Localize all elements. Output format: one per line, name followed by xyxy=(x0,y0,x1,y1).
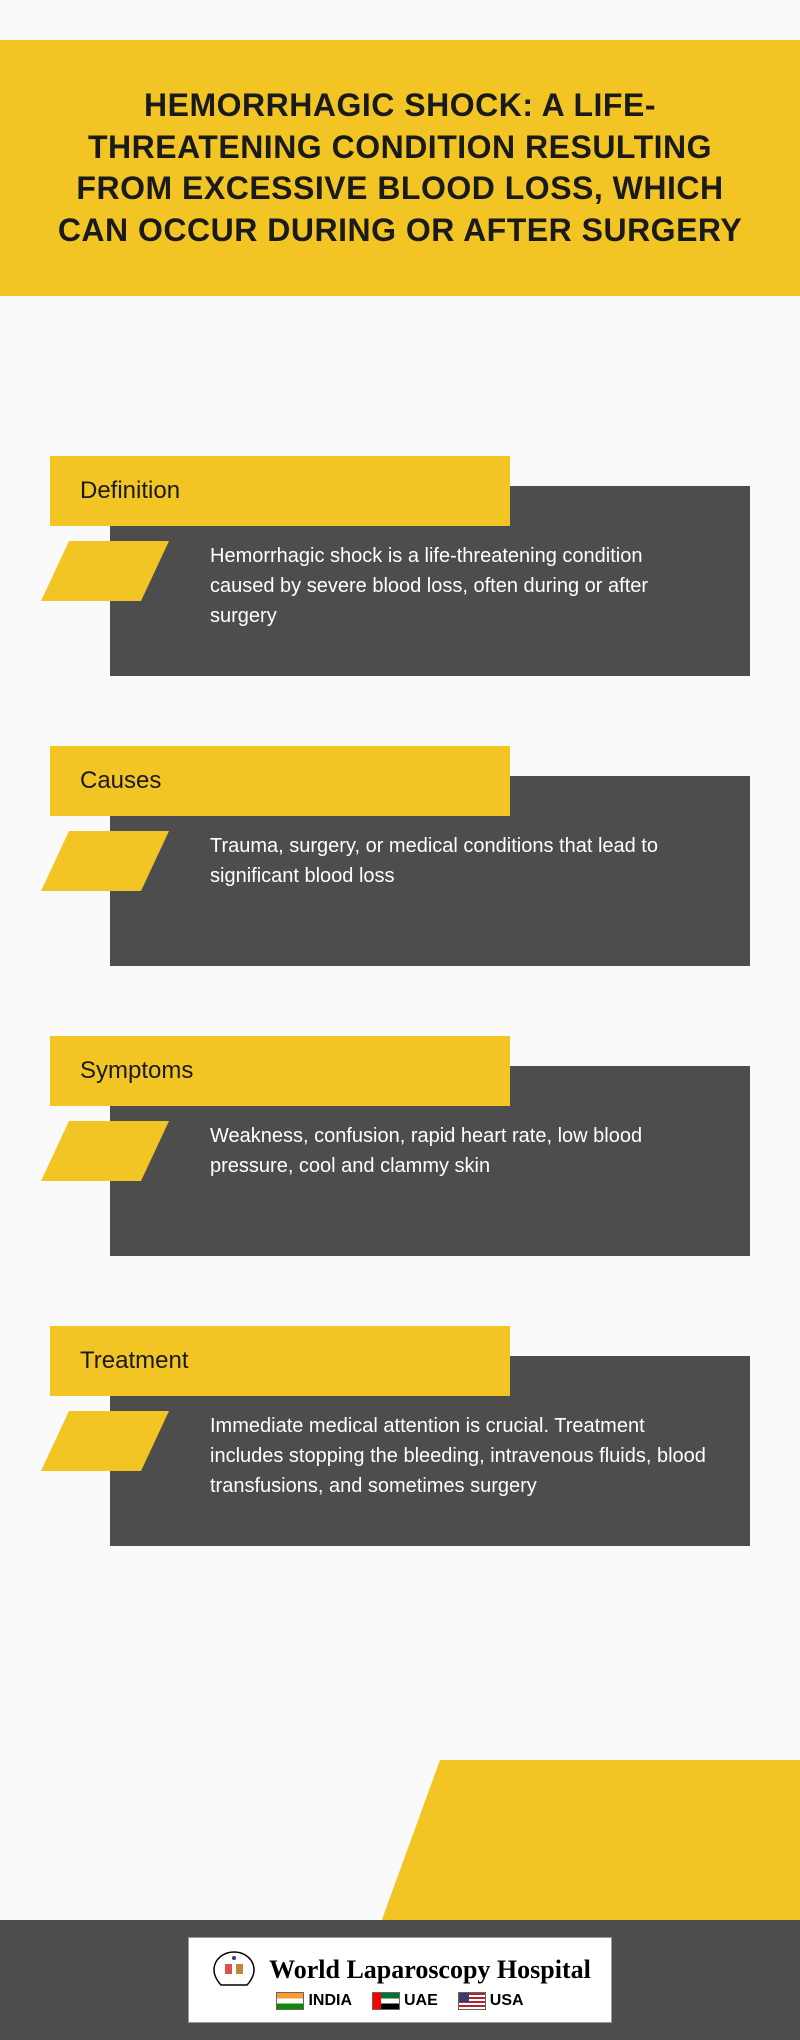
flag-uae-icon xyxy=(372,1992,400,2010)
section-treatment: Treatment Immediate medical attention is… xyxy=(50,1326,750,1546)
section-label-text: Definition xyxy=(80,477,180,505)
country-label: USA xyxy=(490,1992,524,2009)
section-label-text: Causes xyxy=(80,767,161,795)
footer-top-row: World Laparoscopy Hospital xyxy=(209,1950,591,1990)
section-symptoms: Symptoms Weakness, confusion, rapid hear… xyxy=(50,1036,750,1256)
header-band: HEMORRHAGIC SHOCK: A LIFE-THREATENING CO… xyxy=(0,40,800,296)
flag-usa-icon xyxy=(458,1992,486,2010)
section-body-text: Immediate medical attention is crucial. … xyxy=(210,1411,710,1501)
flag-india-icon xyxy=(276,1992,304,2010)
country-india: INDIA xyxy=(276,1992,352,2010)
section-label: Symptoms xyxy=(50,1036,510,1106)
section-body-text: Trauma, surgery, or medical conditions t… xyxy=(210,831,710,891)
section-body-text: Hemorrhagic shock is a life-threatening … xyxy=(210,541,710,631)
page-title: HEMORRHAGIC SHOCK: A LIFE-THREATENING CO… xyxy=(50,85,750,251)
section-body-text: Weakness, confusion, rapid heart rate, l… xyxy=(210,1121,710,1181)
section-label: Causes xyxy=(50,746,510,816)
footer-logo-box: World Laparoscopy Hospital INDIA UAE USA xyxy=(188,1937,612,2023)
footer: World Laparoscopy Hospital INDIA UAE USA xyxy=(0,1920,800,2040)
country-usa: USA xyxy=(458,1992,524,2010)
country-label: UAE xyxy=(404,1992,438,2009)
section-causes: Causes Trauma, surgery, or medical condi… xyxy=(50,746,750,966)
section-label: Definition xyxy=(50,456,510,526)
section-label: Treatment xyxy=(50,1326,510,1396)
country-label: INDIA xyxy=(308,1992,352,2009)
sections-container: Definition Hemorrhagic shock is a life-t… xyxy=(0,456,800,1546)
footer-org-name: World Laparoscopy Hospital xyxy=(269,1955,591,1985)
footer-countries: INDIA UAE USA xyxy=(276,1992,523,2010)
section-definition: Definition Hemorrhagic shock is a life-t… xyxy=(50,456,750,676)
hospital-logo-icon xyxy=(209,1950,259,1990)
section-label-text: Symptoms xyxy=(80,1057,193,1085)
section-label-text: Treatment xyxy=(80,1347,188,1375)
country-uae: UAE xyxy=(372,1992,438,2010)
